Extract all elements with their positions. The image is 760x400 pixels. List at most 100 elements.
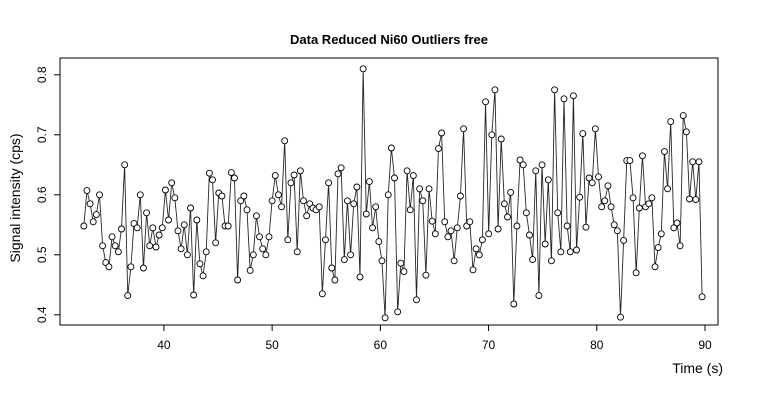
data-point (485, 230, 493, 238)
data-point (482, 98, 489, 106)
data-point (416, 185, 424, 193)
data-point (193, 216, 201, 224)
data-point (381, 314, 389, 322)
data-point (121, 161, 129, 169)
data-point (155, 231, 163, 239)
data-point (519, 161, 527, 169)
data-point (654, 244, 662, 252)
data-point (108, 233, 116, 241)
data-point (406, 206, 414, 214)
data-point (560, 95, 568, 103)
data-point (296, 167, 304, 175)
data-point (252, 212, 260, 220)
data-point (281, 137, 289, 145)
data-point (343, 197, 351, 205)
data-point (165, 216, 172, 224)
data-point (673, 219, 681, 227)
data-point (249, 251, 257, 259)
y-tick-label: 0.7 (35, 126, 49, 143)
data-point (391, 174, 398, 182)
data-point (347, 251, 355, 259)
data-point (303, 212, 311, 220)
data-point (431, 230, 439, 238)
data-point (413, 296, 420, 304)
data-point (171, 194, 179, 202)
data-point (422, 271, 430, 279)
data-point (353, 183, 361, 191)
data-point (617, 313, 624, 321)
data-point (645, 200, 653, 208)
data-point (529, 256, 537, 264)
data-point (692, 196, 700, 204)
data-point (573, 246, 581, 254)
data-point (196, 260, 204, 268)
x-tick-label: 70 (482, 338, 496, 352)
data-point (99, 242, 107, 250)
data-point (535, 292, 543, 300)
data-point (246, 266, 254, 274)
data-point (601, 197, 609, 205)
data-point (450, 257, 458, 265)
data-point (569, 92, 577, 100)
data-line (83, 68, 703, 318)
data-point (657, 230, 665, 238)
data-point (686, 195, 693, 203)
data-point (557, 248, 565, 256)
data-point (318, 290, 326, 298)
y-tick-label: 0.5 (35, 246, 49, 263)
data-point (334, 170, 342, 178)
data-point (500, 200, 508, 208)
data-point (516, 156, 524, 164)
y-tick-label: 0.4 (35, 306, 49, 323)
data-point (350, 200, 358, 208)
data-point (610, 221, 618, 229)
data-point (231, 174, 238, 182)
data-point (227, 169, 235, 177)
data-point (698, 293, 706, 301)
data-point (394, 308, 402, 316)
data-point (522, 209, 530, 217)
data-point (456, 192, 464, 200)
data-point (180, 221, 188, 229)
data-point (325, 179, 333, 187)
data-point (139, 264, 147, 272)
data-point (438, 129, 446, 137)
data-point (287, 179, 295, 187)
data-point (563, 222, 571, 230)
data-point (262, 251, 270, 259)
data-point (362, 210, 370, 218)
data-point (127, 263, 135, 271)
data-point (566, 248, 574, 256)
data-point (146, 242, 154, 250)
data-point (598, 203, 606, 211)
data-point (372, 203, 380, 211)
data-point (384, 191, 392, 199)
data-point (284, 236, 292, 244)
data-point (224, 222, 232, 230)
data-point (632, 269, 640, 277)
data-point (547, 257, 555, 265)
data-point (488, 131, 496, 139)
data-point (604, 182, 612, 190)
data-point (682, 128, 690, 136)
data-point (494, 225, 502, 233)
data-point (177, 245, 185, 253)
data-point (375, 238, 383, 246)
data-point (83, 187, 91, 195)
data-point (400, 268, 408, 276)
x-tick-label: 60 (374, 338, 388, 352)
data-point (428, 217, 436, 225)
data-point (444, 233, 452, 241)
data-point (639, 152, 646, 160)
data-point (472, 245, 480, 253)
data-point (403, 167, 411, 175)
data-point (460, 125, 468, 133)
data-point (475, 251, 483, 259)
data-point (554, 209, 562, 217)
data-point (491, 86, 499, 94)
chart-title: Data Reduced Ni60 Outliers free (290, 32, 488, 47)
data-point (591, 125, 599, 133)
data-point (626, 157, 634, 165)
data-point (667, 118, 675, 126)
